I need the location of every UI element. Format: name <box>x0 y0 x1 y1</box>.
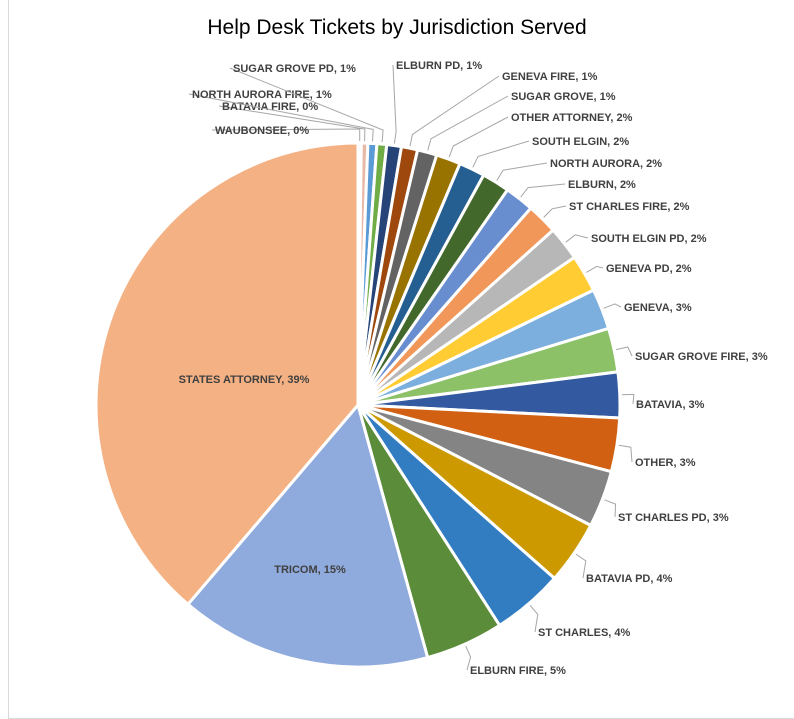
data-label: ELBURN, 2% <box>568 179 636 191</box>
leader-line <box>586 265 604 273</box>
leader-line <box>603 303 622 309</box>
leader-line <box>565 234 589 243</box>
data-label: NORTH AURORA FIRE, 1% <box>192 89 332 101</box>
leader-line <box>392 64 397 144</box>
leader-line <box>529 604 539 633</box>
data-label: BATAVIA, 3% <box>636 399 705 411</box>
data-label: SUGAR GROVE PD, 1% <box>233 63 356 75</box>
leader-line <box>615 346 633 357</box>
data-label: SOUTH ELGIN, 2% <box>532 136 629 148</box>
data-label: ELBURN FIRE, 5% <box>470 665 566 677</box>
data-label: ELBURN PD, 1% <box>396 60 482 72</box>
leader-line <box>409 75 500 147</box>
data-label: OTHER ATTORNEY, 2% <box>511 112 633 124</box>
data-label: ST CHARLES FIRE, 2% <box>569 201 690 213</box>
data-label: SUGAR GROVE FIRE, 3% <box>635 351 768 363</box>
data-label: GENEVA FIRE, 1% <box>502 71 598 83</box>
data-label: TRICOM, 15% <box>274 564 346 576</box>
pie-slice-states-attorney <box>94 141 360 606</box>
leader-line <box>543 205 567 218</box>
leader-line <box>218 105 366 142</box>
leader-line <box>496 162 548 181</box>
data-label: GENEVA, 3% <box>624 302 692 314</box>
leader-line <box>188 93 374 142</box>
data-label: STATES ATTORNEY, 39% <box>179 374 310 386</box>
chart-title: Help Desk Tickets by Jurisdiction Served <box>207 16 587 39</box>
data-label: SOUTH ELGIN PD, 2% <box>591 233 707 245</box>
leader-line <box>211 128 361 141</box>
data-label: SUGAR GROVE, 1% <box>511 91 616 103</box>
leader-line <box>229 67 384 143</box>
data-label: BATAVIA FIRE, 0% <box>222 101 318 113</box>
leader-line <box>520 183 566 198</box>
data-label: OTHER, 3% <box>635 457 696 469</box>
leader-line <box>472 140 530 168</box>
leader-line <box>448 116 509 158</box>
data-label: BATAVIA PD, 4% <box>586 573 673 585</box>
leader-line <box>604 499 617 518</box>
data-label: NORTH AURORA, 2% <box>550 158 662 170</box>
leader-line <box>465 645 472 671</box>
pie-slice-tricom <box>186 403 430 669</box>
leader-line <box>575 553 587 579</box>
data-label: WAUBONSEE, 0% <box>215 125 309 137</box>
leader-line <box>618 444 633 463</box>
leader-line <box>621 393 635 405</box>
leader-line <box>427 95 509 151</box>
data-label: GENEVA PD, 2% <box>606 263 692 275</box>
data-label: ST CHARLES PD, 3% <box>618 512 729 524</box>
data-label: ST CHARLES, 4% <box>538 627 631 639</box>
